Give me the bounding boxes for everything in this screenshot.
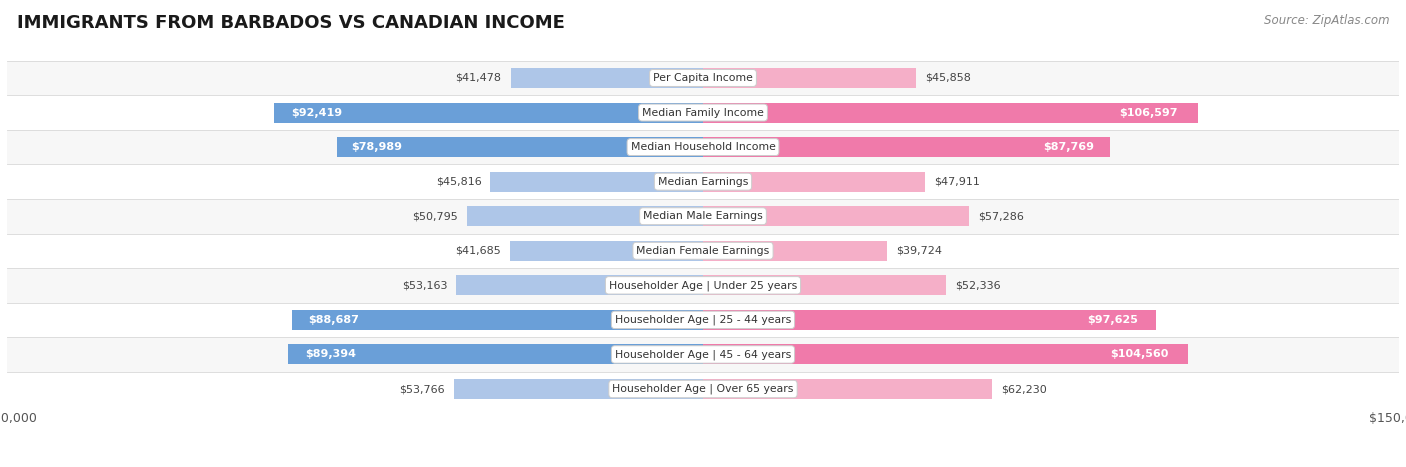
Text: $39,724: $39,724 bbox=[897, 246, 942, 256]
FancyBboxPatch shape bbox=[7, 95, 1399, 130]
Bar bbox=[703, 276, 946, 295]
Text: $41,685: $41,685 bbox=[454, 246, 501, 256]
Bar bbox=[467, 206, 703, 226]
FancyBboxPatch shape bbox=[7, 61, 1399, 95]
Text: Source: ZipAtlas.com: Source: ZipAtlas.com bbox=[1264, 14, 1389, 27]
Text: $88,687: $88,687 bbox=[308, 315, 359, 325]
Bar bbox=[291, 310, 703, 330]
Bar bbox=[703, 241, 887, 261]
Bar bbox=[491, 172, 703, 191]
FancyBboxPatch shape bbox=[7, 234, 1399, 268]
Text: IMMIGRANTS FROM BARBADOS VS CANADIAN INCOME: IMMIGRANTS FROM BARBADOS VS CANADIAN INC… bbox=[17, 14, 565, 32]
Bar bbox=[703, 345, 1188, 364]
Text: $62,230: $62,230 bbox=[1001, 384, 1046, 394]
Bar bbox=[274, 103, 703, 122]
Text: $57,286: $57,286 bbox=[977, 211, 1024, 221]
Text: Householder Age | 25 - 44 years: Householder Age | 25 - 44 years bbox=[614, 315, 792, 325]
Text: $41,478: $41,478 bbox=[456, 73, 502, 83]
Bar bbox=[454, 379, 703, 399]
Bar bbox=[703, 137, 1111, 157]
FancyBboxPatch shape bbox=[7, 303, 1399, 337]
Text: Median Male Earnings: Median Male Earnings bbox=[643, 211, 763, 221]
Text: $53,766: $53,766 bbox=[399, 384, 444, 394]
FancyBboxPatch shape bbox=[7, 164, 1399, 199]
FancyBboxPatch shape bbox=[7, 337, 1399, 372]
Text: $106,597: $106,597 bbox=[1119, 107, 1178, 118]
Text: Median Female Earnings: Median Female Earnings bbox=[637, 246, 769, 256]
Text: $52,336: $52,336 bbox=[955, 280, 1001, 290]
Text: Median Household Income: Median Household Income bbox=[630, 142, 776, 152]
Text: $92,419: $92,419 bbox=[291, 107, 343, 118]
Bar bbox=[457, 276, 703, 295]
Text: $53,163: $53,163 bbox=[402, 280, 447, 290]
Bar bbox=[703, 68, 915, 88]
Text: Median Earnings: Median Earnings bbox=[658, 177, 748, 187]
Bar bbox=[703, 379, 991, 399]
Text: $97,625: $97,625 bbox=[1087, 315, 1137, 325]
Bar bbox=[509, 241, 703, 261]
Text: $87,769: $87,769 bbox=[1043, 142, 1094, 152]
Text: Householder Age | 45 - 64 years: Householder Age | 45 - 64 years bbox=[614, 349, 792, 360]
Bar bbox=[336, 137, 703, 157]
Text: $104,560: $104,560 bbox=[1111, 349, 1168, 360]
Text: $78,989: $78,989 bbox=[352, 142, 402, 152]
FancyBboxPatch shape bbox=[7, 268, 1399, 303]
Bar bbox=[703, 172, 925, 191]
Text: $89,394: $89,394 bbox=[305, 349, 356, 360]
FancyBboxPatch shape bbox=[7, 199, 1399, 234]
Bar bbox=[510, 68, 703, 88]
Bar bbox=[703, 103, 1198, 122]
Text: Householder Age | Over 65 years: Householder Age | Over 65 years bbox=[612, 384, 794, 394]
Bar bbox=[288, 345, 703, 364]
Text: Per Capita Income: Per Capita Income bbox=[652, 73, 754, 83]
FancyBboxPatch shape bbox=[7, 372, 1399, 406]
Bar bbox=[703, 310, 1156, 330]
Text: Median Family Income: Median Family Income bbox=[643, 107, 763, 118]
Text: $50,795: $50,795 bbox=[412, 211, 458, 221]
Bar bbox=[703, 206, 969, 226]
Text: $45,858: $45,858 bbox=[925, 73, 970, 83]
Text: $47,911: $47,911 bbox=[935, 177, 980, 187]
Text: Householder Age | Under 25 years: Householder Age | Under 25 years bbox=[609, 280, 797, 290]
Text: $45,816: $45,816 bbox=[436, 177, 481, 187]
FancyBboxPatch shape bbox=[7, 130, 1399, 164]
